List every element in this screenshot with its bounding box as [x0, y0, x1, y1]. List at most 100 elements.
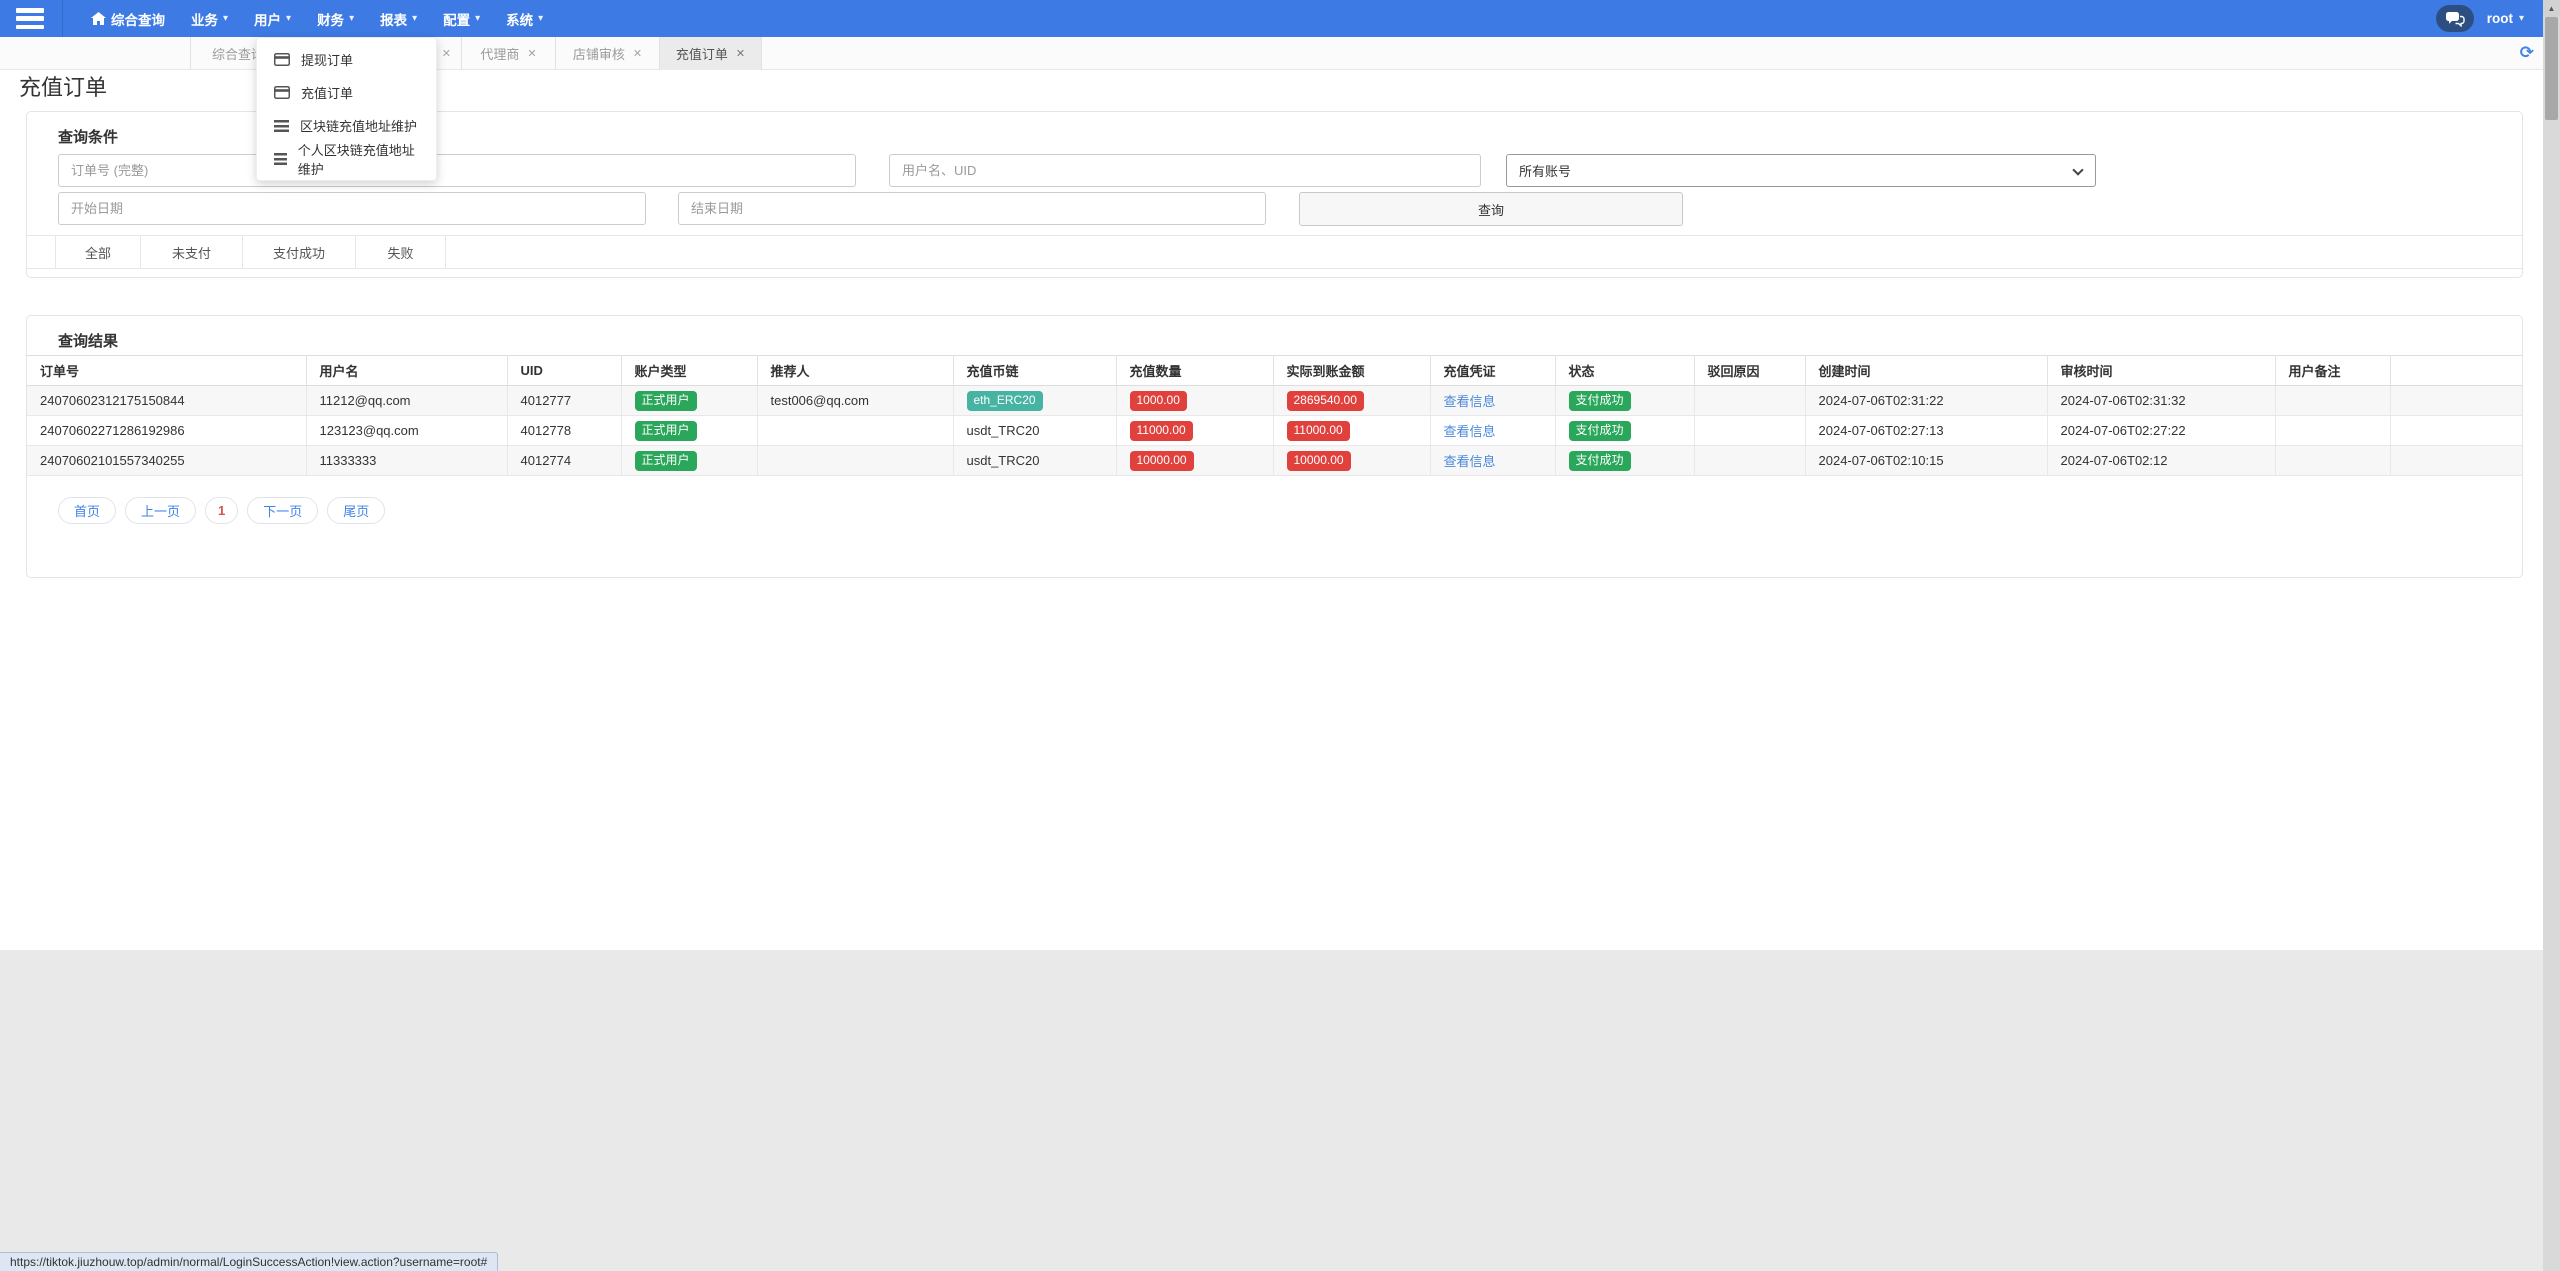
col-header: [2390, 355, 2522, 386]
close-icon[interactable]: ✕: [735, 48, 746, 60]
cell-order-no: 24070602312175150844: [27, 385, 307, 416]
nav-item-label: 用户: [254, 12, 282, 28]
username-uid-input[interactable]: [889, 154, 1481, 187]
close-icon[interactable]: ✕: [441, 48, 451, 60]
filter-tab-paid[interactable]: 支付成功: [243, 236, 356, 268]
footer-background: [0, 950, 2543, 1271]
view-info-link[interactable]: 查看信息: [1443, 424, 1496, 439]
cell-username: 11212@qq.com: [306, 385, 508, 416]
nav-item-overview[interactable]: 综合查询: [78, 0, 178, 37]
cell-remark: [2275, 445, 2391, 476]
cell-actual-amount: 10000.00: [1273, 445, 1431, 476]
close-icon[interactable]: ✕: [632, 48, 643, 60]
pagination-next-button[interactable]: 下一页: [247, 497, 319, 524]
start-date-input[interactable]: [58, 192, 646, 225]
nav-item-finance[interactable]: 财务 ▾: [304, 0, 367, 37]
menu-item-label: 充值订单: [301, 86, 354, 101]
results-table: 订单号 用户名 UID 账户类型 推荐人 充值币链 充值数量 实际到账金额 充值…: [27, 355, 2522, 476]
table-row: 24070602312175150844 11212@qq.com 401277…: [27, 385, 2522, 416]
filter-tab-unpaid[interactable]: 未支付: [141, 236, 243, 268]
end-date-input[interactable]: [678, 192, 1266, 225]
account-type-badge: 正式用户: [634, 390, 697, 411]
menu-item-label: 区块链充值地址维护: [300, 119, 418, 134]
caret-down-icon: ▾: [538, 13, 544, 24]
credit-card-icon: [274, 53, 290, 66]
user-menu[interactable]: root ▾: [2487, 11, 2524, 26]
view-info-link[interactable]: 查看信息: [1443, 454, 1496, 469]
chat-button[interactable]: [2435, 5, 2474, 32]
cell-reviewed-at: 2024-07-06T02:31:32: [2047, 385, 2276, 416]
menu-item-label: 个人区块链充值地址维护: [297, 142, 415, 177]
col-header: 创建时间: [1805, 355, 2048, 386]
tab-recharge-orders[interactable]: 充值订单 ✕: [660, 37, 762, 70]
pagination-prev-button[interactable]: 上一页: [125, 497, 197, 524]
cell-status: 支付成功: [1555, 385, 1695, 416]
col-header: 用户备注: [2275, 355, 2391, 386]
nav-item-users[interactable]: 用户 ▾: [241, 0, 304, 37]
nav-item-reports[interactable]: 报表 ▾: [367, 0, 430, 37]
refresh-icon[interactable]: ⟳: [2519, 43, 2534, 62]
filter-tab-failed[interactable]: 失败: [356, 236, 446, 268]
scrollbar-thumb[interactable]: [2545, 17, 2558, 120]
cell-chain: usdt_TRC20: [953, 415, 1117, 446]
cell-created-at: 2024-07-06T02:27:13: [1805, 415, 2048, 446]
nav-item-system[interactable]: 系统 ▾: [493, 0, 556, 37]
cell-uid: 4012777: [507, 385, 622, 416]
nav-item-label: 财务: [317, 12, 345, 28]
col-header: 账户类型: [621, 355, 758, 386]
account-select[interactable]: 所有账号: [1506, 154, 2096, 187]
menu-item-label: 提现订单: [301, 53, 354, 68]
caret-down-icon: ▾: [286, 13, 292, 24]
order-no-input[interactable]: [58, 154, 856, 187]
cell-account-type: 正式用户: [621, 415, 758, 446]
status-badge: 支付成功: [1568, 420, 1631, 441]
table-row: 24070602271286192986 123123@qq.com 40127…: [27, 415, 2522, 446]
pagination-last-button[interactable]: 尾页: [327, 497, 386, 524]
view-info-link[interactable]: 查看信息: [1443, 394, 1496, 409]
menu-item-withdraw-orders[interactable]: 提现订单: [257, 43, 436, 76]
scroll-up-icon[interactable]: ▲: [2543, 0, 2560, 17]
chevron-down-icon: [2072, 164, 2084, 176]
tab-hidden[interactable]: ✕: [286, 37, 462, 70]
search-button[interactable]: 查询: [1299, 192, 1683, 226]
menu-item-personal-blockchain-address[interactable]: 个人区块链充值地址维护: [257, 142, 436, 177]
account-select-value: 所有账号: [1519, 164, 1572, 179]
nav-item-config[interactable]: 配置 ▾: [430, 0, 493, 37]
amount-badge: 11000.00: [1129, 420, 1193, 441]
top-navbar: 综合查询 业务 ▾ 用户 ▾ 财务 ▾ 报表 ▾ 配置 ▾ 系统 ▾: [0, 0, 2560, 37]
vertical-scrollbar[interactable]: ▲: [2543, 0, 2560, 1271]
navbar-right: root ▾: [2435, 0, 2524, 37]
cell-extra: [2390, 445, 2522, 476]
cell-actual-amount: 11000.00: [1273, 415, 1431, 446]
credit-card-icon: [274, 86, 290, 99]
status-bar-url: https://tiktok.jiuzhouw.top/admin/normal…: [0, 1252, 499, 1271]
cell-reject-reason: [1694, 385, 1806, 416]
tab-agents[interactable]: 代理商 ✕: [462, 37, 556, 70]
cell-extra: [2390, 415, 2522, 446]
pagination-current-page[interactable]: 1: [205, 497, 239, 524]
pagination-first-button[interactable]: 首页: [58, 497, 117, 524]
cell-account-type: 正式用户: [621, 445, 758, 476]
col-header: 充值凭证: [1430, 355, 1556, 386]
cell-extra: [2390, 385, 2522, 416]
hamburger-menu-icon[interactable]: [16, 8, 44, 29]
menu-item-blockchain-address[interactable]: 区块链充值地址维护: [257, 109, 436, 142]
table-row: 24070602101557340255 11333333 4012774 正式…: [27, 445, 2522, 476]
cell-chain: usdt_TRC20: [953, 445, 1117, 476]
query-conditions-panel: 查询条件 所有账号 查询 全部 未支付 支付成功 失败: [26, 111, 2523, 278]
close-icon[interactable]: ✕: [527, 48, 537, 60]
tab-label: 综合查询: [211, 47, 264, 62]
col-header: 状态: [1555, 355, 1695, 386]
cell-remark: [2275, 415, 2391, 446]
tab-shop-review[interactable]: 店铺审核 ✕: [556, 37, 660, 70]
username: root: [2486, 11, 2513, 26]
filter-tab-all[interactable]: 全部: [56, 236, 141, 268]
nav-item-business[interactable]: 业务 ▾: [178, 0, 241, 37]
account-type-badge: 正式用户: [634, 450, 697, 471]
cell-reject-reason: [1694, 415, 1806, 446]
menu-item-recharge-orders[interactable]: 充值订单: [257, 76, 436, 109]
cell-status: 支付成功: [1555, 445, 1695, 476]
cell-username: 11333333: [306, 445, 508, 476]
cell-reviewed-at: 2024-07-06T02:27:22: [2047, 415, 2276, 446]
col-header: 推荐人: [757, 355, 954, 386]
